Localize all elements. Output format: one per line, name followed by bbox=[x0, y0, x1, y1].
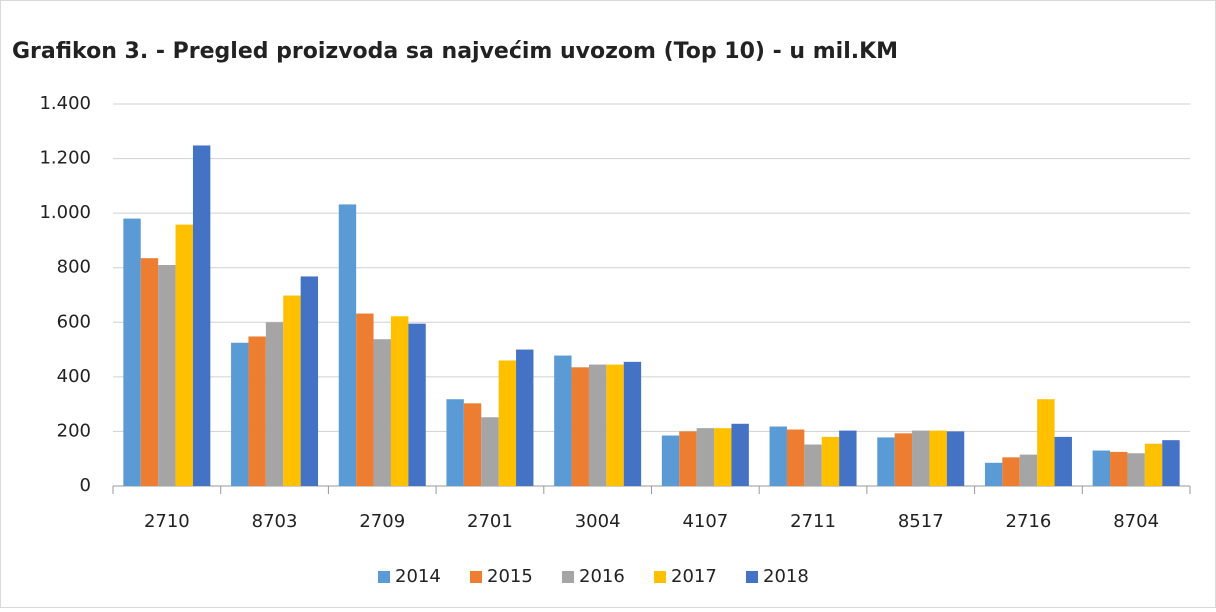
bar bbox=[786, 429, 805, 486]
bar bbox=[946, 431, 965, 486]
bar bbox=[554, 355, 572, 486]
bar bbox=[839, 430, 857, 486]
bar bbox=[356, 313, 374, 486]
bar bbox=[1037, 399, 1055, 486]
bar bbox=[1144, 443, 1163, 486]
bar bbox=[1127, 453, 1145, 486]
bar bbox=[408, 323, 426, 486]
x-tick-label: 2709 bbox=[359, 511, 405, 532]
bar bbox=[140, 258, 159, 486]
bar bbox=[248, 336, 266, 486]
bar bbox=[588, 364, 607, 486]
bar bbox=[373, 339, 391, 486]
bar bbox=[231, 342, 249, 486]
bar bbox=[877, 437, 895, 486]
bar bbox=[714, 428, 732, 486]
bar bbox=[283, 295, 301, 486]
legend-label: 2017 bbox=[671, 566, 717, 587]
legend-label: 2014 bbox=[395, 566, 441, 587]
bar bbox=[821, 436, 840, 486]
y-tick-label: 1.400 bbox=[39, 93, 91, 114]
bar bbox=[1019, 454, 1038, 486]
bar bbox=[158, 264, 176, 486]
bar bbox=[696, 428, 715, 486]
bar bbox=[192, 145, 211, 486]
bar bbox=[446, 399, 464, 486]
bar bbox=[1110, 451, 1128, 486]
y-tick-label: 600 bbox=[57, 311, 91, 332]
x-tick-label: 2710 bbox=[144, 511, 190, 532]
bar bbox=[606, 364, 624, 486]
bar bbox=[984, 462, 1003, 486]
bar bbox=[390, 316, 409, 486]
bar bbox=[912, 430, 930, 486]
bar bbox=[661, 435, 680, 486]
legend-swatch bbox=[654, 571, 666, 583]
legend-swatch bbox=[378, 571, 390, 583]
bar bbox=[175, 224, 193, 487]
x-tick-label: 8704 bbox=[1113, 511, 1159, 532]
bar bbox=[804, 444, 822, 486]
bar bbox=[516, 349, 534, 486]
chart-title: Grafikon 3. - Pregled proizvoda sa najve… bbox=[12, 39, 898, 64]
x-tick-label: 3004 bbox=[575, 511, 621, 532]
legend-swatch bbox=[470, 571, 482, 583]
bar bbox=[1054, 436, 1072, 486]
bar bbox=[463, 403, 482, 486]
bar bbox=[481, 417, 499, 486]
x-tick-label: 8517 bbox=[898, 511, 944, 532]
y-tick-label: 1.200 bbox=[39, 148, 91, 169]
bar bbox=[338, 204, 357, 486]
legend-swatch bbox=[562, 571, 574, 583]
bar bbox=[769, 426, 787, 486]
bar bbox=[679, 431, 697, 486]
y-tick-label: 400 bbox=[57, 366, 91, 387]
y-tick-label: 0 bbox=[80, 475, 91, 496]
bar bbox=[300, 276, 319, 486]
bar bbox=[498, 360, 517, 486]
bar bbox=[1162, 440, 1180, 486]
legend-label: 2015 bbox=[487, 566, 533, 587]
bar bbox=[929, 430, 947, 486]
y-tick-label: 1.000 bbox=[39, 202, 91, 223]
legend-label: 2016 bbox=[579, 566, 625, 587]
bar bbox=[623, 361, 642, 486]
bar bbox=[1002, 457, 1020, 486]
y-tick-label: 800 bbox=[57, 257, 91, 278]
bar bbox=[265, 322, 284, 486]
legend-label: 2018 bbox=[763, 566, 809, 587]
bar bbox=[731, 423, 749, 486]
x-tick-label: 8703 bbox=[252, 511, 298, 532]
legend-swatch bbox=[746, 571, 758, 583]
x-tick-label: 2711 bbox=[790, 511, 836, 532]
y-tick-label: 200 bbox=[57, 420, 91, 441]
x-tick-label: 2716 bbox=[1006, 511, 1052, 532]
bar bbox=[1092, 450, 1111, 486]
bar bbox=[894, 433, 913, 486]
x-tick-label: 4107 bbox=[682, 511, 728, 532]
bar bbox=[571, 367, 589, 486]
x-tick-label: 2701 bbox=[467, 511, 513, 532]
bar bbox=[123, 218, 141, 486]
